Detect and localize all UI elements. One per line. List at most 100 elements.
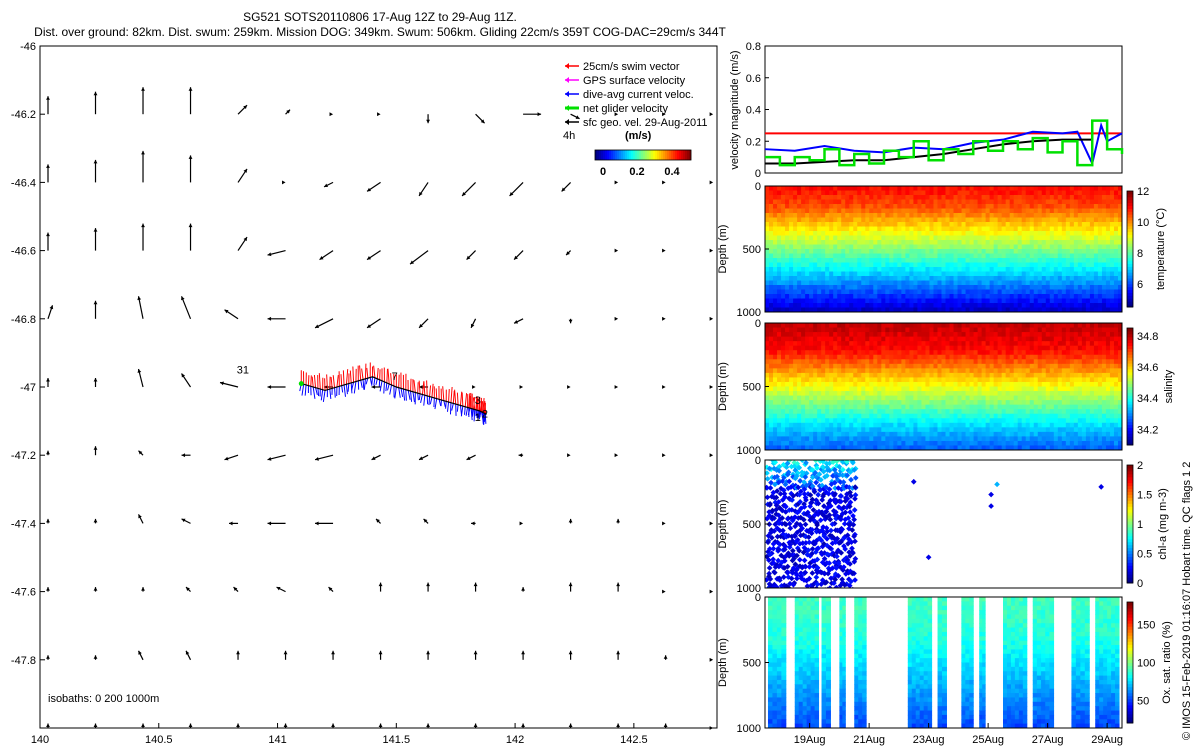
data-cell bbox=[817, 285, 822, 290]
data-cell bbox=[1013, 400, 1019, 406]
data-cell bbox=[825, 195, 830, 200]
data-cell bbox=[929, 436, 934, 442]
data-cell bbox=[825, 235, 830, 241]
data-cell bbox=[857, 289, 862, 295]
data-cell bbox=[1101, 258, 1107, 263]
data-cell bbox=[773, 404, 778, 410]
data-cell bbox=[789, 253, 794, 259]
data-cell bbox=[973, 427, 979, 433]
data-cell bbox=[777, 372, 782, 378]
data-cell bbox=[1021, 222, 1027, 227]
data-cell bbox=[917, 204, 922, 209]
data-cell bbox=[845, 307, 850, 312]
data-cell bbox=[857, 431, 862, 437]
data-cell bbox=[1021, 386, 1027, 392]
data-cell bbox=[953, 199, 959, 205]
data-cell bbox=[905, 222, 910, 227]
data-cell bbox=[909, 341, 914, 347]
geo-vector-head bbox=[616, 650, 621, 655]
data-cell bbox=[825, 253, 830, 259]
data-cell bbox=[1109, 240, 1115, 245]
data-cell bbox=[785, 244, 790, 250]
data-cell bbox=[989, 445, 995, 450]
data-cell bbox=[785, 285, 790, 290]
data-cell bbox=[1049, 267, 1055, 272]
data-cell bbox=[989, 413, 995, 419]
data-cell bbox=[765, 195, 770, 200]
data-cell bbox=[873, 327, 878, 333]
data-cell bbox=[973, 350, 979, 356]
data-cell bbox=[765, 298, 770, 304]
data-cell bbox=[973, 391, 979, 397]
data-cell bbox=[765, 354, 770, 360]
colorbar-cell bbox=[1127, 254, 1133, 259]
colorbar-cell bbox=[1127, 191, 1133, 195]
data-cell bbox=[837, 323, 842, 329]
data-cell bbox=[949, 323, 955, 329]
data-cell bbox=[1101, 204, 1107, 209]
data-cell bbox=[773, 289, 778, 295]
data-cell bbox=[841, 186, 846, 191]
data-cell bbox=[921, 217, 926, 223]
geo-vector-head bbox=[141, 587, 145, 591]
data-cell bbox=[1117, 213, 1122, 218]
data-cell bbox=[1021, 213, 1027, 218]
data-cell bbox=[1033, 244, 1039, 250]
data-cell bbox=[1113, 208, 1119, 214]
data-cell bbox=[989, 267, 995, 272]
data-cell bbox=[1009, 436, 1015, 442]
data-cell bbox=[997, 271, 1003, 277]
data-cell bbox=[765, 445, 770, 450]
data-cell bbox=[1001, 427, 1007, 433]
data-cell bbox=[1009, 350, 1015, 356]
data-cell bbox=[861, 303, 866, 308]
data-cell bbox=[933, 400, 938, 406]
geo-vector-head bbox=[377, 112, 381, 117]
data-cell bbox=[1081, 244, 1087, 250]
geo-vector-head bbox=[521, 723, 526, 728]
data-cell bbox=[809, 222, 814, 227]
data-cell bbox=[953, 303, 959, 308]
data-cell bbox=[837, 418, 842, 424]
data-cell bbox=[937, 285, 942, 290]
data-cell bbox=[913, 445, 918, 450]
data-cell bbox=[1073, 244, 1079, 250]
data-cell bbox=[1097, 285, 1103, 290]
data-cell bbox=[997, 381, 1003, 387]
data-cell bbox=[765, 404, 770, 410]
data-cell bbox=[785, 445, 790, 450]
data-cell bbox=[1113, 276, 1119, 281]
data-cell bbox=[825, 208, 830, 214]
data-cell bbox=[837, 253, 842, 259]
data-cell bbox=[793, 262, 798, 268]
data-cell bbox=[773, 244, 778, 250]
data-cell bbox=[793, 258, 798, 263]
data-cell bbox=[885, 341, 890, 347]
data-cell bbox=[901, 258, 906, 263]
data-cell bbox=[1077, 186, 1083, 191]
data-cell bbox=[989, 391, 995, 397]
data-cell bbox=[1021, 323, 1027, 329]
data-cell bbox=[977, 372, 983, 378]
data-cell bbox=[1005, 354, 1011, 360]
data-cell bbox=[885, 186, 890, 191]
data-cell bbox=[921, 400, 926, 406]
data-cell bbox=[781, 445, 786, 450]
data-cell bbox=[969, 427, 975, 433]
data-cell bbox=[969, 267, 975, 272]
data-cell bbox=[833, 249, 838, 254]
data-cell bbox=[765, 267, 770, 272]
data-cell bbox=[837, 377, 842, 383]
current-vector bbox=[360, 380, 363, 388]
data-cell bbox=[809, 204, 814, 209]
colorbar-cell bbox=[1127, 295, 1133, 299]
data-cell bbox=[797, 350, 802, 356]
data-cell bbox=[1085, 222, 1091, 227]
data-cell bbox=[1101, 280, 1107, 286]
data-cell bbox=[997, 267, 1003, 272]
current-vector bbox=[465, 407, 469, 416]
data-cell bbox=[973, 235, 979, 241]
data-cell bbox=[1061, 285, 1067, 290]
swim-vector bbox=[413, 380, 416, 393]
